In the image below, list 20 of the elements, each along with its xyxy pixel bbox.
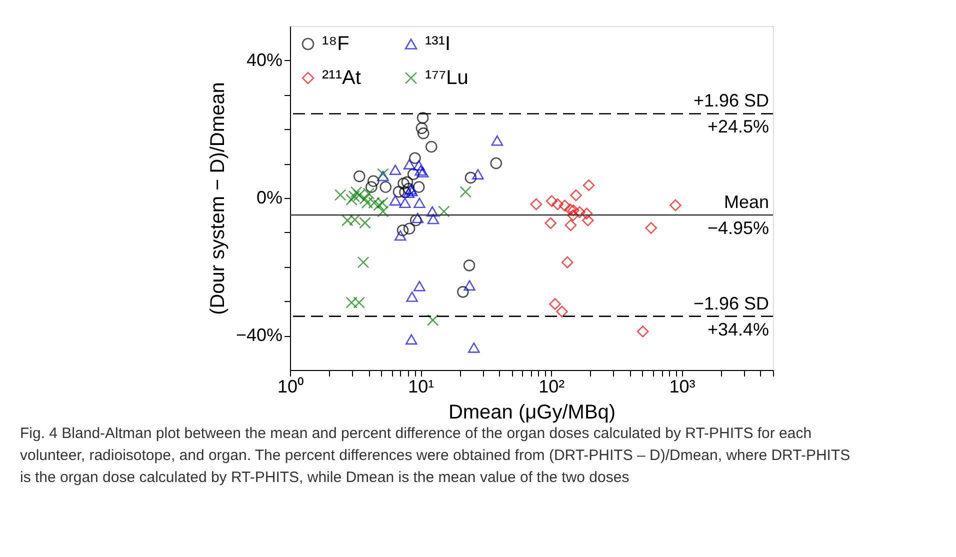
annotation: −4.95%: [707, 218, 769, 238]
y-axis-title: (Dour system − D)/Dmean: [206, 82, 229, 315]
x-tick-label: 10²: [538, 376, 565, 396]
ref-line-label: +1.96 SD: [693, 90, 769, 111]
y-tick-label: −40%: [236, 325, 282, 346]
legend-label: ²¹¹At: [322, 67, 362, 89]
x-tick-label: 10⁰: [277, 376, 304, 396]
x-axis-title: Dmean (μGy/MBq): [448, 402, 616, 424]
y-tick-label: 40%: [246, 50, 282, 70]
legend-label: ¹³¹I: [425, 33, 451, 55]
caption: Fig. 4 Bland-Altman plot between the mean and percent difference of the organ doses calculated by RT-PHITS for each volunteer, radioisotope, and organ. The percent differences were obtained from (DRT-PHITS – D)/Dmean, where DRT-PHITS is the organ dose calculated by RT-PHITS, while Dmean is the mean value of the two doses: [20, 425, 850, 486]
ref-line-label: Mean: [724, 192, 769, 212]
annotation: +24.5%: [707, 116, 769, 137]
y-tick-label: 0%: [256, 188, 282, 208]
x-tick-label: 10¹: [408, 376, 434, 396]
legend-label: ¹⁷⁷Lu: [425, 67, 468, 89]
legend-label: ¹⁸F: [322, 33, 350, 55]
ref-line-label: −1.96 SD: [693, 293, 769, 314]
x-tick-label: 10³: [669, 376, 696, 396]
annotation: +34.4%: [707, 319, 769, 340]
